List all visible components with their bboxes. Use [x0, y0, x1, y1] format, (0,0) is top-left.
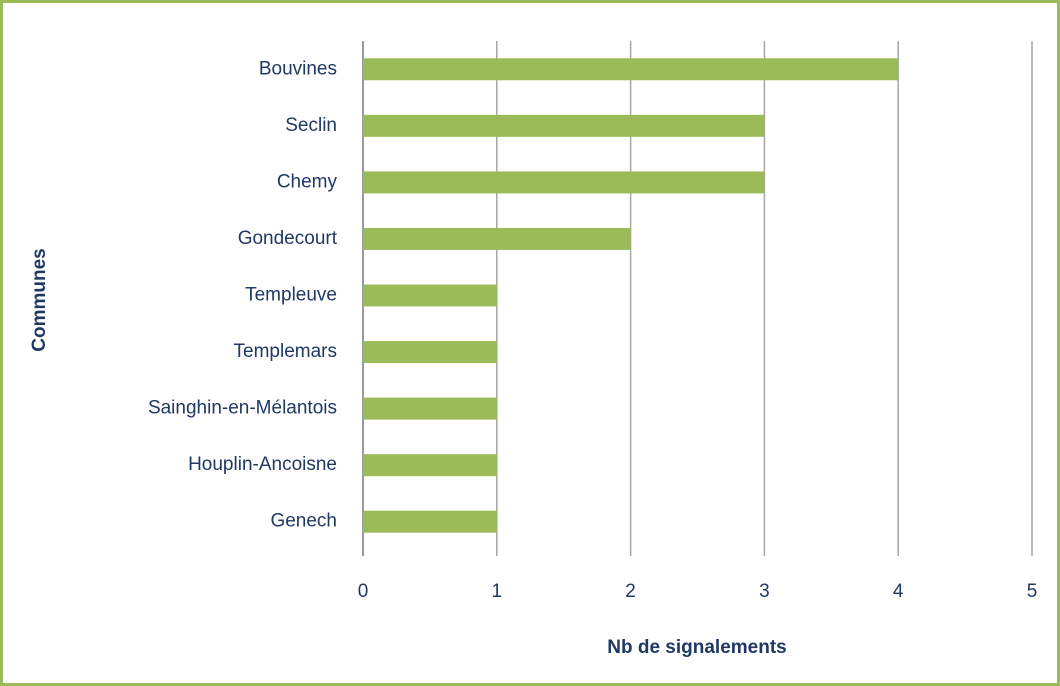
- x-axis-label: Nb de signalements: [607, 637, 787, 658]
- y-tick-label: Chemy: [277, 171, 338, 192]
- bar: [363, 454, 497, 477]
- bar: [363, 397, 497, 420]
- bar: [363, 227, 631, 250]
- x-tick-label: 2: [625, 581, 636, 602]
- y-tick-label: Houplin-Ancoisne: [188, 454, 337, 475]
- bar: [363, 58, 899, 81]
- bar: [363, 510, 497, 533]
- y-axis-label: Communes: [29, 248, 50, 351]
- y-tick-label: Sainghin-en-Mélantois: [148, 398, 337, 419]
- bar: [363, 114, 765, 137]
- y-tick-label: Genech: [270, 511, 337, 532]
- x-tick-label: 4: [893, 581, 904, 602]
- bar: [363, 284, 497, 307]
- y-tick-label: Templemars: [234, 341, 337, 362]
- x-tick-label: 3: [759, 581, 770, 602]
- x-tick-label: 1: [492, 581, 503, 602]
- y-tick-label: Seclin: [285, 115, 337, 136]
- x-tick-label: 5: [1027, 581, 1038, 602]
- x-tick-label: 0: [358, 581, 369, 602]
- y-tick-label: Gondecourt: [238, 228, 338, 249]
- bar: [363, 341, 497, 364]
- y-tick-label: Templeuve: [245, 285, 337, 306]
- bar: [363, 171, 765, 194]
- y-tick-label: Bouvines: [259, 58, 337, 79]
